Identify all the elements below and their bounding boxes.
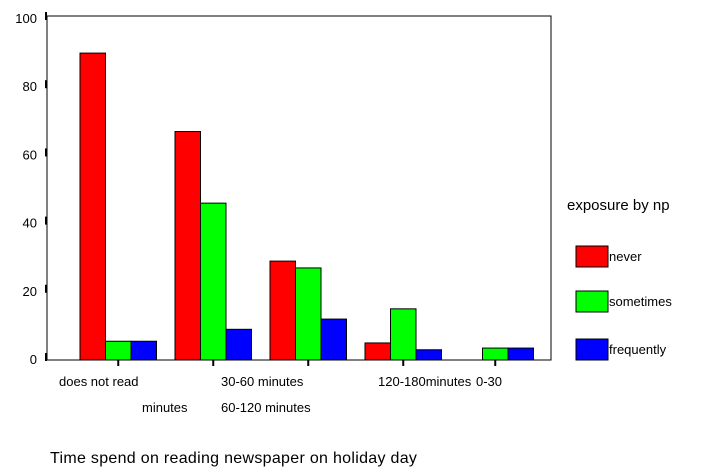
bar-never	[174, 131, 201, 361]
legend: exposure by np never sometimes frequently	[567, 197, 672, 361]
legend-swatch-frequently	[575, 338, 609, 361]
y-tick-label: 40	[23, 216, 37, 231]
bar-never	[269, 260, 296, 361]
x-tick-label-does-not-read: does not read	[59, 374, 139, 389]
y-tick-label: 0	[30, 352, 37, 367]
legend-label-never: never	[609, 249, 642, 264]
y-tick-label: 20	[23, 284, 37, 299]
legend-swatch-sometimes	[575, 290, 609, 313]
x-axis-title: Time spend on reading newspaper on holid…	[50, 450, 417, 467]
bars-group	[79, 52, 534, 361]
bar-sometimes	[390, 308, 417, 361]
x-tick-label-30-60-minutes: 30-60 minutes	[221, 374, 304, 389]
legend-label-sometimes: sometimes	[609, 294, 672, 309]
legend-label-frequently: frequently	[609, 342, 667, 357]
legend-items: never sometimes frequently	[575, 245, 672, 361]
x-tick-label-60-120-minutes: 60-120 minutes	[221, 400, 311, 415]
bar-never	[79, 52, 106, 361]
legend-title: exposure by np	[567, 197, 670, 214]
bar-sometimes	[105, 340, 132, 361]
bar-frequently	[507, 347, 534, 361]
y-tick-label: 80	[23, 79, 37, 94]
x-axis	[117, 360, 497, 366]
y-tick-label: 60	[23, 147, 37, 162]
x-tick-label-0-30: 0-30	[476, 374, 502, 389]
bar-sometimes	[295, 267, 322, 361]
y-axis: 0 20 40 60 80 100	[15, 11, 47, 367]
bar-frequently	[415, 349, 442, 361]
bar-sometimes	[482, 347, 509, 361]
bar-frequently	[130, 340, 157, 361]
bar-sometimes	[200, 202, 227, 361]
x-tick-label-minutes-wrap: minutes	[142, 400, 188, 415]
bar-frequently	[225, 328, 252, 361]
bar-never	[364, 342, 391, 361]
y-tick-label: 100	[15, 11, 37, 26]
legend-swatch-never	[575, 245, 609, 268]
x-tick-label-120-180-minutes: 120-180minutes	[378, 374, 472, 389]
bar-frequently	[320, 318, 347, 361]
